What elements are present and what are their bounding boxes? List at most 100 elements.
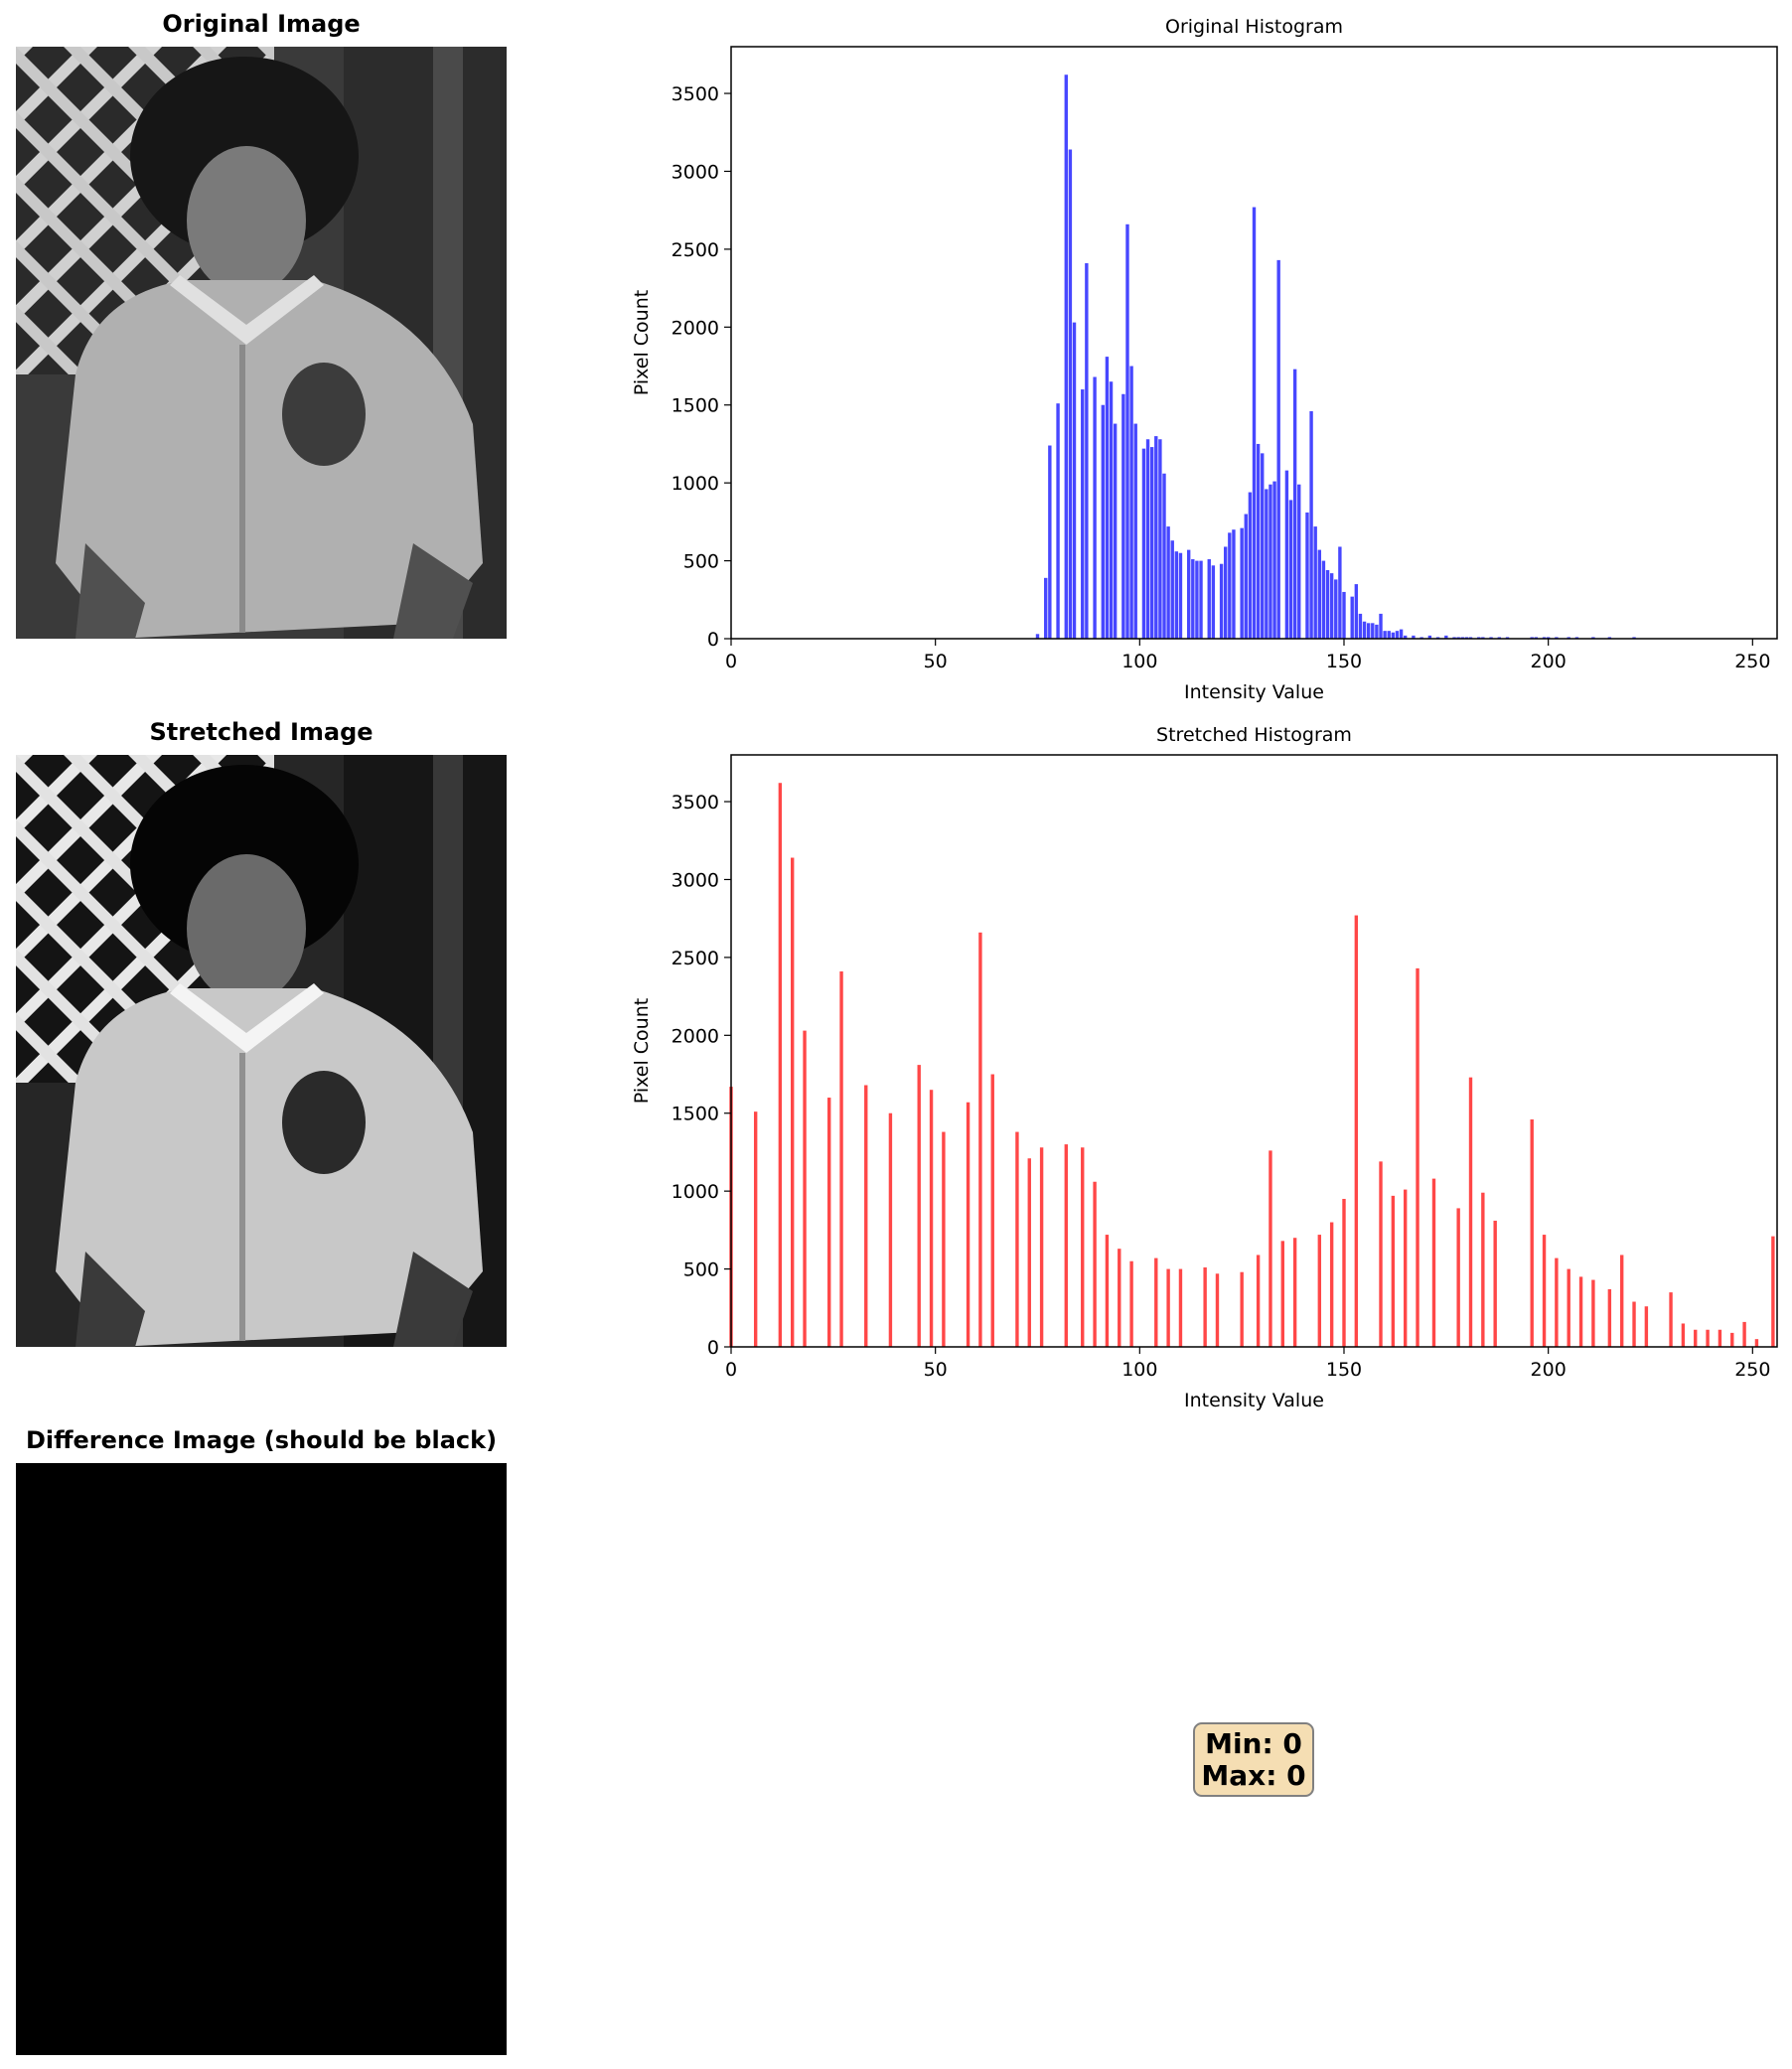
histogram-bar [1354, 915, 1359, 1347]
histogram-bar [1297, 484, 1301, 639]
histogram-bar [1276, 259, 1280, 639]
histogram-bar [1215, 1273, 1220, 1347]
histogram-bar [1383, 631, 1387, 639]
histogram-bar [1269, 1150, 1272, 1347]
histogram-bar [1591, 1279, 1595, 1347]
stretched-image-title: Stretched Image [149, 718, 373, 746]
histogram-bar [1399, 629, 1404, 639]
histogram-bar [1325, 569, 1330, 639]
histogram-bar [1129, 366, 1133, 639]
histogram-bar [1105, 1235, 1110, 1347]
histogram-bar [1064, 1144, 1068, 1347]
x-tick-label: 250 [1734, 651, 1770, 672]
histogram-bar [1730, 1332, 1734, 1347]
histogram-bar [1619, 1255, 1624, 1347]
histogram-bar [990, 1074, 994, 1347]
original-image [16, 47, 507, 639]
histogram-bar [1379, 613, 1383, 639]
histogram-bar [1178, 552, 1183, 639]
histogram-bar [1412, 635, 1416, 639]
histogram-bar [888, 1112, 893, 1347]
histogram-bar [1305, 512, 1309, 639]
histogram-bar [1199, 560, 1203, 639]
histogram-bar [1093, 376, 1097, 639]
histogram-bar [1224, 546, 1228, 639]
histogram-bar [1391, 632, 1396, 639]
histogram-bar [1154, 436, 1158, 639]
histogram-bar [1186, 549, 1191, 639]
histogram-bar [1567, 1268, 1570, 1347]
histogram-bar [929, 1090, 934, 1347]
histogram-bar [1207, 559, 1211, 639]
histogram-bar [1669, 1292, 1673, 1347]
histogram-bar [1555, 637, 1559, 639]
histogram-bar [1468, 1077, 1473, 1347]
histogram-bar [1321, 560, 1326, 639]
histogram-bar [1456, 1208, 1460, 1347]
histogram-bar [1195, 560, 1199, 639]
histogram-bar [1452, 637, 1456, 639]
chart-title: Stretched Histogram [1156, 724, 1352, 746]
histogram-bar [966, 1102, 971, 1347]
histogram-bar [1329, 1222, 1334, 1347]
histogram-bar [1145, 439, 1150, 639]
histogram-bar [1706, 1329, 1710, 1347]
original-image-title: Original Image [162, 10, 361, 38]
y-tick-label: 3500 [672, 83, 719, 105]
histogram-bar [790, 857, 795, 1347]
histogram-bar [1269, 484, 1272, 639]
histogram-bar [1256, 1255, 1261, 1347]
histogram-bar [1416, 967, 1419, 1347]
histogram-bar [1555, 1257, 1559, 1347]
histogram-bar [1317, 549, 1322, 639]
histogram-bar [1121, 393, 1125, 639]
histogram-bar [1101, 404, 1106, 639]
histogram-bar [1240, 527, 1244, 639]
histogram-bar [1272, 481, 1276, 639]
histogram-bar [1166, 1268, 1170, 1347]
histogram-bar [1542, 637, 1547, 639]
plot-frame [730, 754, 1778, 1348]
histogram-bar [1044, 577, 1048, 639]
min-value-label: Min: 0 [1205, 1726, 1302, 1760]
histogram-bar [1574, 637, 1579, 639]
histogram-bar [1118, 1249, 1121, 1347]
x-tick-label: 200 [1531, 1359, 1567, 1381]
histogram-bar [1681, 1323, 1686, 1347]
histogram-bar [1530, 1119, 1534, 1347]
histogram-bar [1113, 423, 1118, 639]
histogram-bar [1379, 1161, 1383, 1347]
histogram-bar [1591, 637, 1595, 639]
histogram-bar [1754, 1339, 1759, 1347]
x-tick-label: 0 [725, 651, 737, 672]
stretched-histogram-chart: 0 50 100 150 200 2500500100015002000250030003… [631, 724, 1778, 1411]
y-tick-label: 500 [683, 1259, 719, 1281]
histogram-bar [1133, 423, 1137, 639]
y-tick-label: 3000 [672, 161, 719, 183]
histogram-bar [753, 1111, 758, 1347]
x-axis-label: Intensity Value [1184, 1390, 1324, 1411]
histogram-bar [778, 783, 783, 1347]
histogram-bar [1427, 635, 1432, 639]
histogram-bar [1178, 1268, 1183, 1347]
histogram-bar [803, 1030, 807, 1347]
y-tick-label: 2000 [672, 1025, 719, 1047]
histogram-bar [1632, 637, 1636, 639]
histogram-bar [1284, 470, 1289, 639]
y-tick-label: 2500 [672, 948, 719, 969]
histogram-bar [1240, 1271, 1244, 1347]
histogram-bar [1387, 631, 1391, 639]
y-tick-label: 2000 [672, 317, 719, 339]
x-tick-label: 50 [924, 1359, 948, 1381]
histogram-bar [1431, 1178, 1436, 1347]
histogram-bar [1419, 637, 1423, 639]
min-max-stats-box: Min: 0 Max: 0 [1193, 1722, 1314, 1797]
histogram-bar [1244, 514, 1248, 639]
histogram-bar [1093, 1181, 1097, 1347]
histogram-bar [917, 1065, 921, 1347]
histogram-bar [1228, 532, 1232, 639]
original-histogram-chart: 0 50 100 150 200 2500500100015002000250030003… [631, 16, 1778, 703]
difference-image [16, 1463, 507, 2055]
x-tick-label: 150 [1326, 651, 1362, 672]
max-value-label: Max: 0 [1201, 1758, 1306, 1792]
